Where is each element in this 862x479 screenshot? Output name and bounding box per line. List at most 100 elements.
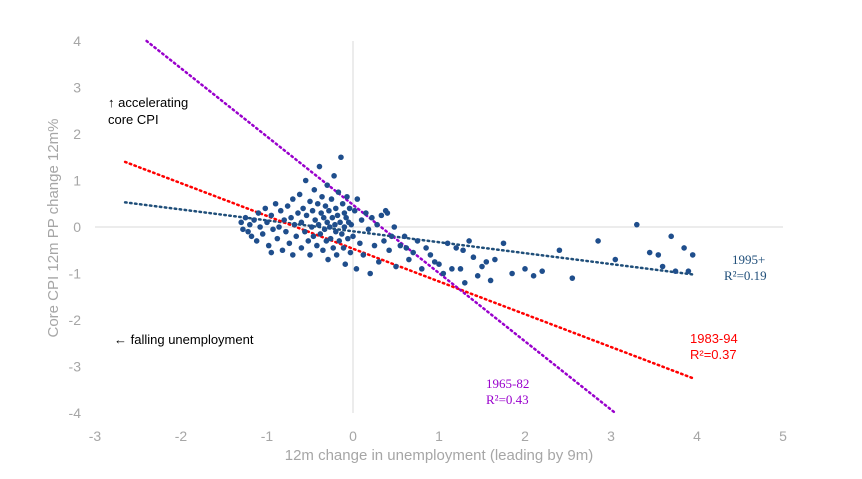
data-point xyxy=(290,196,296,202)
x-tick-labels: -3 -2 -1 0 1 2 3 4 5 xyxy=(89,428,787,444)
data-point xyxy=(317,231,324,237)
data-point xyxy=(270,226,276,233)
data-points xyxy=(238,154,696,286)
trendlines xyxy=(123,39,694,415)
data-point xyxy=(311,187,318,193)
data-point xyxy=(238,219,244,226)
x-tick-label: 5 xyxy=(779,428,787,444)
data-point xyxy=(333,252,340,258)
data-point xyxy=(431,259,438,265)
data-point xyxy=(343,214,349,221)
data-point xyxy=(255,210,262,216)
trendline-label-1965-period: 1965-82 xyxy=(486,376,529,391)
x-tick-label: 3 xyxy=(607,428,615,444)
data-point xyxy=(330,245,337,251)
data-point xyxy=(397,242,404,249)
data-point xyxy=(530,273,537,279)
data-point xyxy=(358,217,365,223)
data-point xyxy=(381,238,387,244)
data-point xyxy=(293,233,300,240)
y-tick-label: -3 xyxy=(69,359,82,375)
data-point xyxy=(320,214,327,221)
y-tick-label: -4 xyxy=(69,405,82,421)
data-point xyxy=(462,280,468,286)
data-point xyxy=(341,210,348,216)
data-point xyxy=(268,249,275,256)
data-point xyxy=(327,235,334,242)
data-point xyxy=(353,266,360,272)
data-point xyxy=(312,217,318,223)
x-tick-label: -1 xyxy=(261,428,274,444)
data-point xyxy=(569,275,576,281)
data-point xyxy=(240,226,246,233)
data-point xyxy=(346,205,353,212)
data-point xyxy=(470,254,477,261)
data-point xyxy=(444,240,451,247)
data-point xyxy=(374,221,380,228)
data-point xyxy=(302,177,309,184)
data-point xyxy=(371,242,378,249)
data-point xyxy=(483,259,490,265)
data-point xyxy=(245,228,251,235)
data-point xyxy=(333,228,339,235)
y-tick-label: 3 xyxy=(73,80,81,96)
data-point xyxy=(281,217,288,223)
data-point xyxy=(308,224,315,230)
data-point xyxy=(340,245,347,251)
data-point xyxy=(334,212,341,219)
data-point xyxy=(369,214,375,221)
data-point xyxy=(414,238,421,244)
data-point xyxy=(685,268,692,274)
data-point xyxy=(305,238,312,244)
data-point xyxy=(668,233,674,240)
data-point xyxy=(295,210,301,216)
x-tick-label: 4 xyxy=(693,428,701,444)
data-point xyxy=(423,245,429,251)
data-point xyxy=(320,247,326,254)
data-point xyxy=(329,214,336,221)
trendline-label-1983-period: 1983-94 xyxy=(690,331,738,346)
data-point xyxy=(386,247,392,254)
data-point xyxy=(276,224,282,230)
data-point xyxy=(388,233,395,240)
data-point xyxy=(336,238,343,244)
data-point xyxy=(316,163,323,170)
y-tick-label: -1 xyxy=(69,266,82,282)
data-point xyxy=(419,266,425,272)
data-point xyxy=(339,231,345,237)
data-point xyxy=(659,263,666,270)
data-point xyxy=(284,203,291,209)
data-point xyxy=(314,242,320,249)
data-point xyxy=(326,224,333,230)
annotation-accelerating-line1: ↑ accelerating xyxy=(108,95,188,110)
data-point xyxy=(247,221,253,228)
data-point xyxy=(328,196,335,202)
data-point xyxy=(337,219,343,226)
x-tick-label: -3 xyxy=(89,428,102,444)
data-point xyxy=(342,261,349,268)
data-point xyxy=(612,256,619,263)
data-point xyxy=(595,238,601,244)
y-tick-label: 0 xyxy=(73,219,81,235)
data-point xyxy=(298,219,305,226)
data-point xyxy=(410,249,417,256)
data-point xyxy=(436,261,442,268)
data-point xyxy=(509,270,515,277)
data-point xyxy=(348,221,355,228)
data-point xyxy=(350,233,356,240)
data-point xyxy=(365,226,372,233)
data-point xyxy=(492,256,498,263)
data-point xyxy=(272,200,279,207)
data-point xyxy=(323,238,330,244)
data-point xyxy=(347,249,354,256)
data-point xyxy=(382,207,389,214)
data-point xyxy=(251,217,257,223)
y-tick-label: 1 xyxy=(73,173,81,189)
x-tick-label: 1 xyxy=(435,428,443,444)
data-point xyxy=(393,263,399,270)
data-point xyxy=(474,273,481,279)
x-tick-label: -2 xyxy=(175,428,188,444)
data-point xyxy=(357,240,363,247)
x-tick-label: 2 xyxy=(521,428,529,444)
zero-axes xyxy=(95,41,783,413)
